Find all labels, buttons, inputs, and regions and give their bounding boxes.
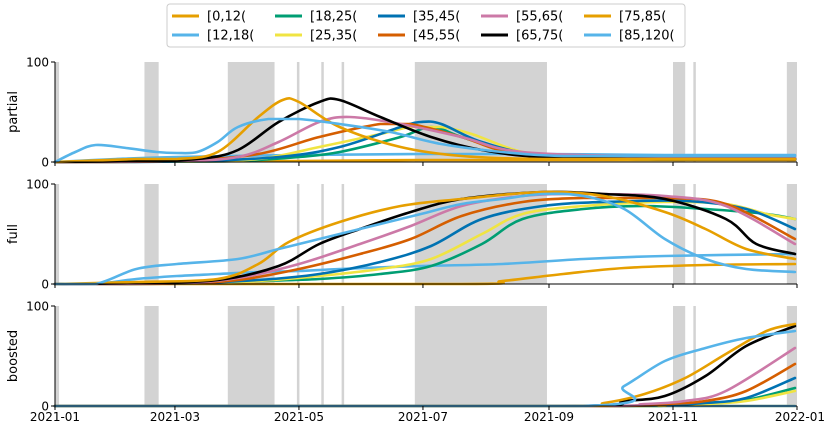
shaded-period (321, 306, 324, 406)
legend-label: [85,120( (619, 29, 675, 44)
y-tick-label: 0 (41, 400, 49, 414)
x-tick-label: 2021-07 (398, 410, 448, 424)
y-axis-label: full (6, 224, 21, 244)
y-axis-label: partial (6, 91, 21, 133)
shaded-period (786, 184, 797, 284)
shaded-period (55, 184, 60, 284)
x-tick-label: 2021-05 (274, 410, 324, 424)
shaded-period (693, 306, 696, 406)
y-tick-label: 100 (26, 178, 49, 192)
shaded-period (786, 306, 797, 406)
y-axis-label: boosted (6, 330, 21, 382)
legend-label: [35,45( (413, 10, 460, 25)
panels: 0 100 partial 0 100 full 0 100 boosted (6, 56, 798, 414)
series-line (53, 252, 797, 286)
series-line (53, 97, 797, 164)
legend-label: [45,55( (413, 29, 460, 44)
series-line (53, 190, 797, 286)
y-tick-label: 0 (41, 278, 49, 292)
shaded-period (144, 62, 159, 162)
series-line (53, 192, 797, 286)
shaded-period (341, 62, 345, 162)
shaded-period (144, 306, 159, 406)
legend: [0,12( [12,18( [18,25( [25,35( [35,45( [45,55… (166, 3, 686, 48)
shaded-period (341, 306, 345, 406)
panel-partial: 0 100 partial (6, 56, 798, 170)
shaded-period (693, 62, 696, 162)
x-tick-label: 2022-01 (775, 410, 825, 424)
shaded-period (227, 306, 275, 406)
series-line (53, 196, 797, 286)
legend-label: [0,12( (207, 10, 246, 25)
shaded-period (672, 62, 686, 162)
shaded-period (296, 184, 300, 284)
y-tick-label: 0 (41, 156, 49, 170)
shaded-period (414, 306, 547, 406)
series-line (53, 117, 797, 164)
y-tick-label: 100 (26, 56, 49, 70)
shaded-period (296, 306, 300, 406)
shaded-period (672, 184, 686, 284)
panel-boosted: 0 100 boosted (6, 300, 798, 414)
shaded-period (321, 184, 324, 284)
legend-label: [25,35( (310, 29, 357, 44)
legend-label: [18,25( (310, 10, 357, 25)
y-tick-label: 100 (26, 300, 49, 314)
panel-full: 0 100 full (6, 178, 798, 292)
shaded-period (321, 62, 324, 162)
x-tick-label: 2021-11 (648, 410, 698, 424)
x-tick-label: 2021-03 (150, 410, 200, 424)
shaded-period (414, 62, 547, 162)
shaded-period (55, 306, 60, 406)
x-tick-label: 2021-09 (524, 410, 574, 424)
shaded-period (693, 184, 696, 284)
shaded-period (786, 62, 797, 162)
shaded-period (144, 184, 159, 284)
x-axis: 2021-01 2021-03 2021-05 2021-07 2021-09 2021-… (30, 410, 825, 424)
legend-label: [12,18( (207, 29, 254, 44)
legend-label: [75,85( (619, 10, 666, 25)
x-tick-label: 2021-01 (30, 410, 80, 424)
shaded-period (55, 62, 60, 162)
shaded-period (227, 62, 275, 162)
legend-label: [55,65( (516, 10, 563, 25)
legend-label: [65,75( (516, 29, 563, 44)
